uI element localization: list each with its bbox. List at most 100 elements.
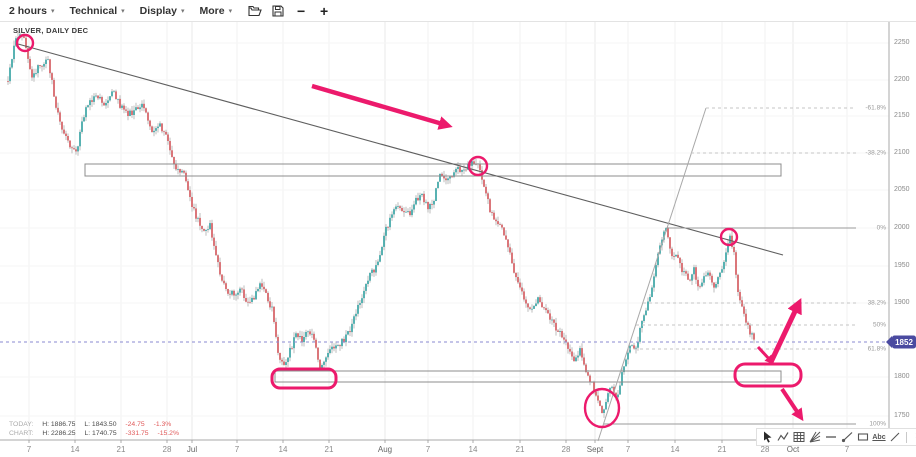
candle-body <box>521 287 523 292</box>
polyline-tool-icon[interactable] <box>776 431 790 444</box>
candle-body <box>319 359 321 370</box>
candle-body <box>127 110 129 116</box>
chevron-down-icon: ▾ <box>121 7 125 15</box>
candle-body <box>177 169 179 170</box>
candle-body <box>267 292 269 302</box>
annotation-arrow[interactable] <box>780 387 804 422</box>
zoom-out-icon[interactable]: − <box>297 2 306 19</box>
open-folder-icon[interactable] <box>247 3 263 19</box>
candle-body <box>299 336 301 338</box>
highlight-circle[interactable] <box>583 387 621 429</box>
candle-body <box>157 126 159 129</box>
candle-body <box>291 347 293 349</box>
candle-body <box>263 286 265 290</box>
highlight-circle[interactable] <box>719 227 739 247</box>
horizontal-line-tool-icon[interactable] <box>824 431 838 444</box>
diagonal-line-tool-icon[interactable] <box>888 431 902 444</box>
text-tool-icon[interactable]: Abc <box>872 433 886 441</box>
fibonacci-retracement[interactable] <box>604 107 856 425</box>
candle-body <box>217 255 219 263</box>
candle-body <box>541 302 543 308</box>
candle-body <box>531 308 533 310</box>
candle-body <box>209 223 211 230</box>
candle-body <box>337 345 339 346</box>
candle-body <box>677 254 679 258</box>
candle-body <box>539 297 541 303</box>
candle-body <box>381 247 383 256</box>
fib-level-label: 61.8% <box>867 345 886 353</box>
candle-body <box>237 292 239 295</box>
candle-body <box>365 284 367 291</box>
candle-body <box>709 272 711 276</box>
zoom-in-icon[interactable]: + <box>320 2 329 19</box>
candle-body <box>303 337 305 343</box>
candle-body <box>283 361 285 365</box>
time-axis-label: 28 <box>561 445 571 454</box>
candle-body <box>137 107 139 109</box>
fan-lines-tool-icon[interactable] <box>808 431 822 444</box>
display-menu[interactable]: Display ▾ <box>140 5 185 17</box>
highlight-circle[interactable] <box>467 155 489 177</box>
technical-menu[interactable]: Technical ▾ <box>69 5 124 17</box>
candle-body <box>567 342 569 349</box>
candle-body <box>493 212 495 220</box>
candle-body <box>141 103 143 108</box>
candle-body <box>395 206 397 210</box>
candle-body <box>627 352 629 360</box>
candle-body <box>571 351 573 357</box>
candle-body <box>603 409 605 413</box>
close-toolbar-icon[interactable]: × <box>911 431 916 444</box>
candle-body <box>715 284 717 288</box>
time-axis-label: 28 <box>760 445 770 454</box>
stats-chart-change: -331.75 <box>125 430 149 437</box>
fib-grid-tool-icon[interactable] <box>792 431 806 444</box>
top-toolbar: 2 hours ▾ Technical ▾ Display ▾ More ▾ <box>0 0 916 22</box>
candle-body <box>277 337 279 353</box>
candle-body <box>441 173 443 177</box>
candle-body <box>651 287 653 297</box>
descending-trendline[interactable] <box>17 43 784 256</box>
symbol-label: SILVER, DAILY DEC <box>13 26 89 35</box>
candle-body <box>679 257 681 264</box>
candle-body <box>169 141 171 151</box>
candle-body <box>51 73 53 80</box>
candle-body <box>233 290 235 296</box>
annotation-arrow[interactable] <box>768 297 802 364</box>
candle-body <box>727 243 729 253</box>
annotation-arrow[interactable] <box>756 345 775 365</box>
candle-body <box>245 298 247 302</box>
time-axis-label: 7 <box>425 445 431 454</box>
pointer-tool-icon[interactable] <box>760 431 774 444</box>
candle-body <box>333 346 335 349</box>
candle-body <box>275 321 277 337</box>
candle-body <box>265 289 267 293</box>
support-zone-box[interactable] <box>274 370 782 383</box>
resistance-zone-box[interactable] <box>84 163 782 177</box>
candle-body <box>255 291 257 300</box>
fibonacci-diagonal[interactable] <box>597 107 707 442</box>
highlight-circle[interactable] <box>15 33 35 53</box>
more-menu[interactable]: More ▾ <box>200 5 233 17</box>
candle-body <box>187 181 189 191</box>
timeframe-menu[interactable]: 2 hours ▾ <box>9 5 54 17</box>
candle-body <box>109 96 111 101</box>
candle-body <box>635 347 637 349</box>
highlight-rounded-box[interactable] <box>270 367 338 390</box>
candle-body <box>431 204 433 205</box>
candle-body <box>225 283 227 289</box>
candle-body <box>369 272 371 281</box>
current-price-badge: 1852 <box>886 335 916 349</box>
session-stats: TODAY: H: 1886.75 L: 1843.50 -24.75 -1.3… <box>9 420 186 438</box>
candle-body <box>647 301 649 311</box>
rectangle-tool-icon[interactable] <box>856 431 870 444</box>
trendline-tool-icon[interactable] <box>840 431 854 444</box>
candle-body <box>611 386 613 388</box>
candle-body <box>375 265 377 273</box>
candle-body <box>411 209 413 216</box>
candle-body <box>307 331 309 333</box>
annotation-arrow[interactable] <box>311 83 453 130</box>
highlight-rounded-box[interactable] <box>733 362 803 388</box>
save-icon[interactable] <box>270 3 286 19</box>
candle-body <box>91 100 93 102</box>
